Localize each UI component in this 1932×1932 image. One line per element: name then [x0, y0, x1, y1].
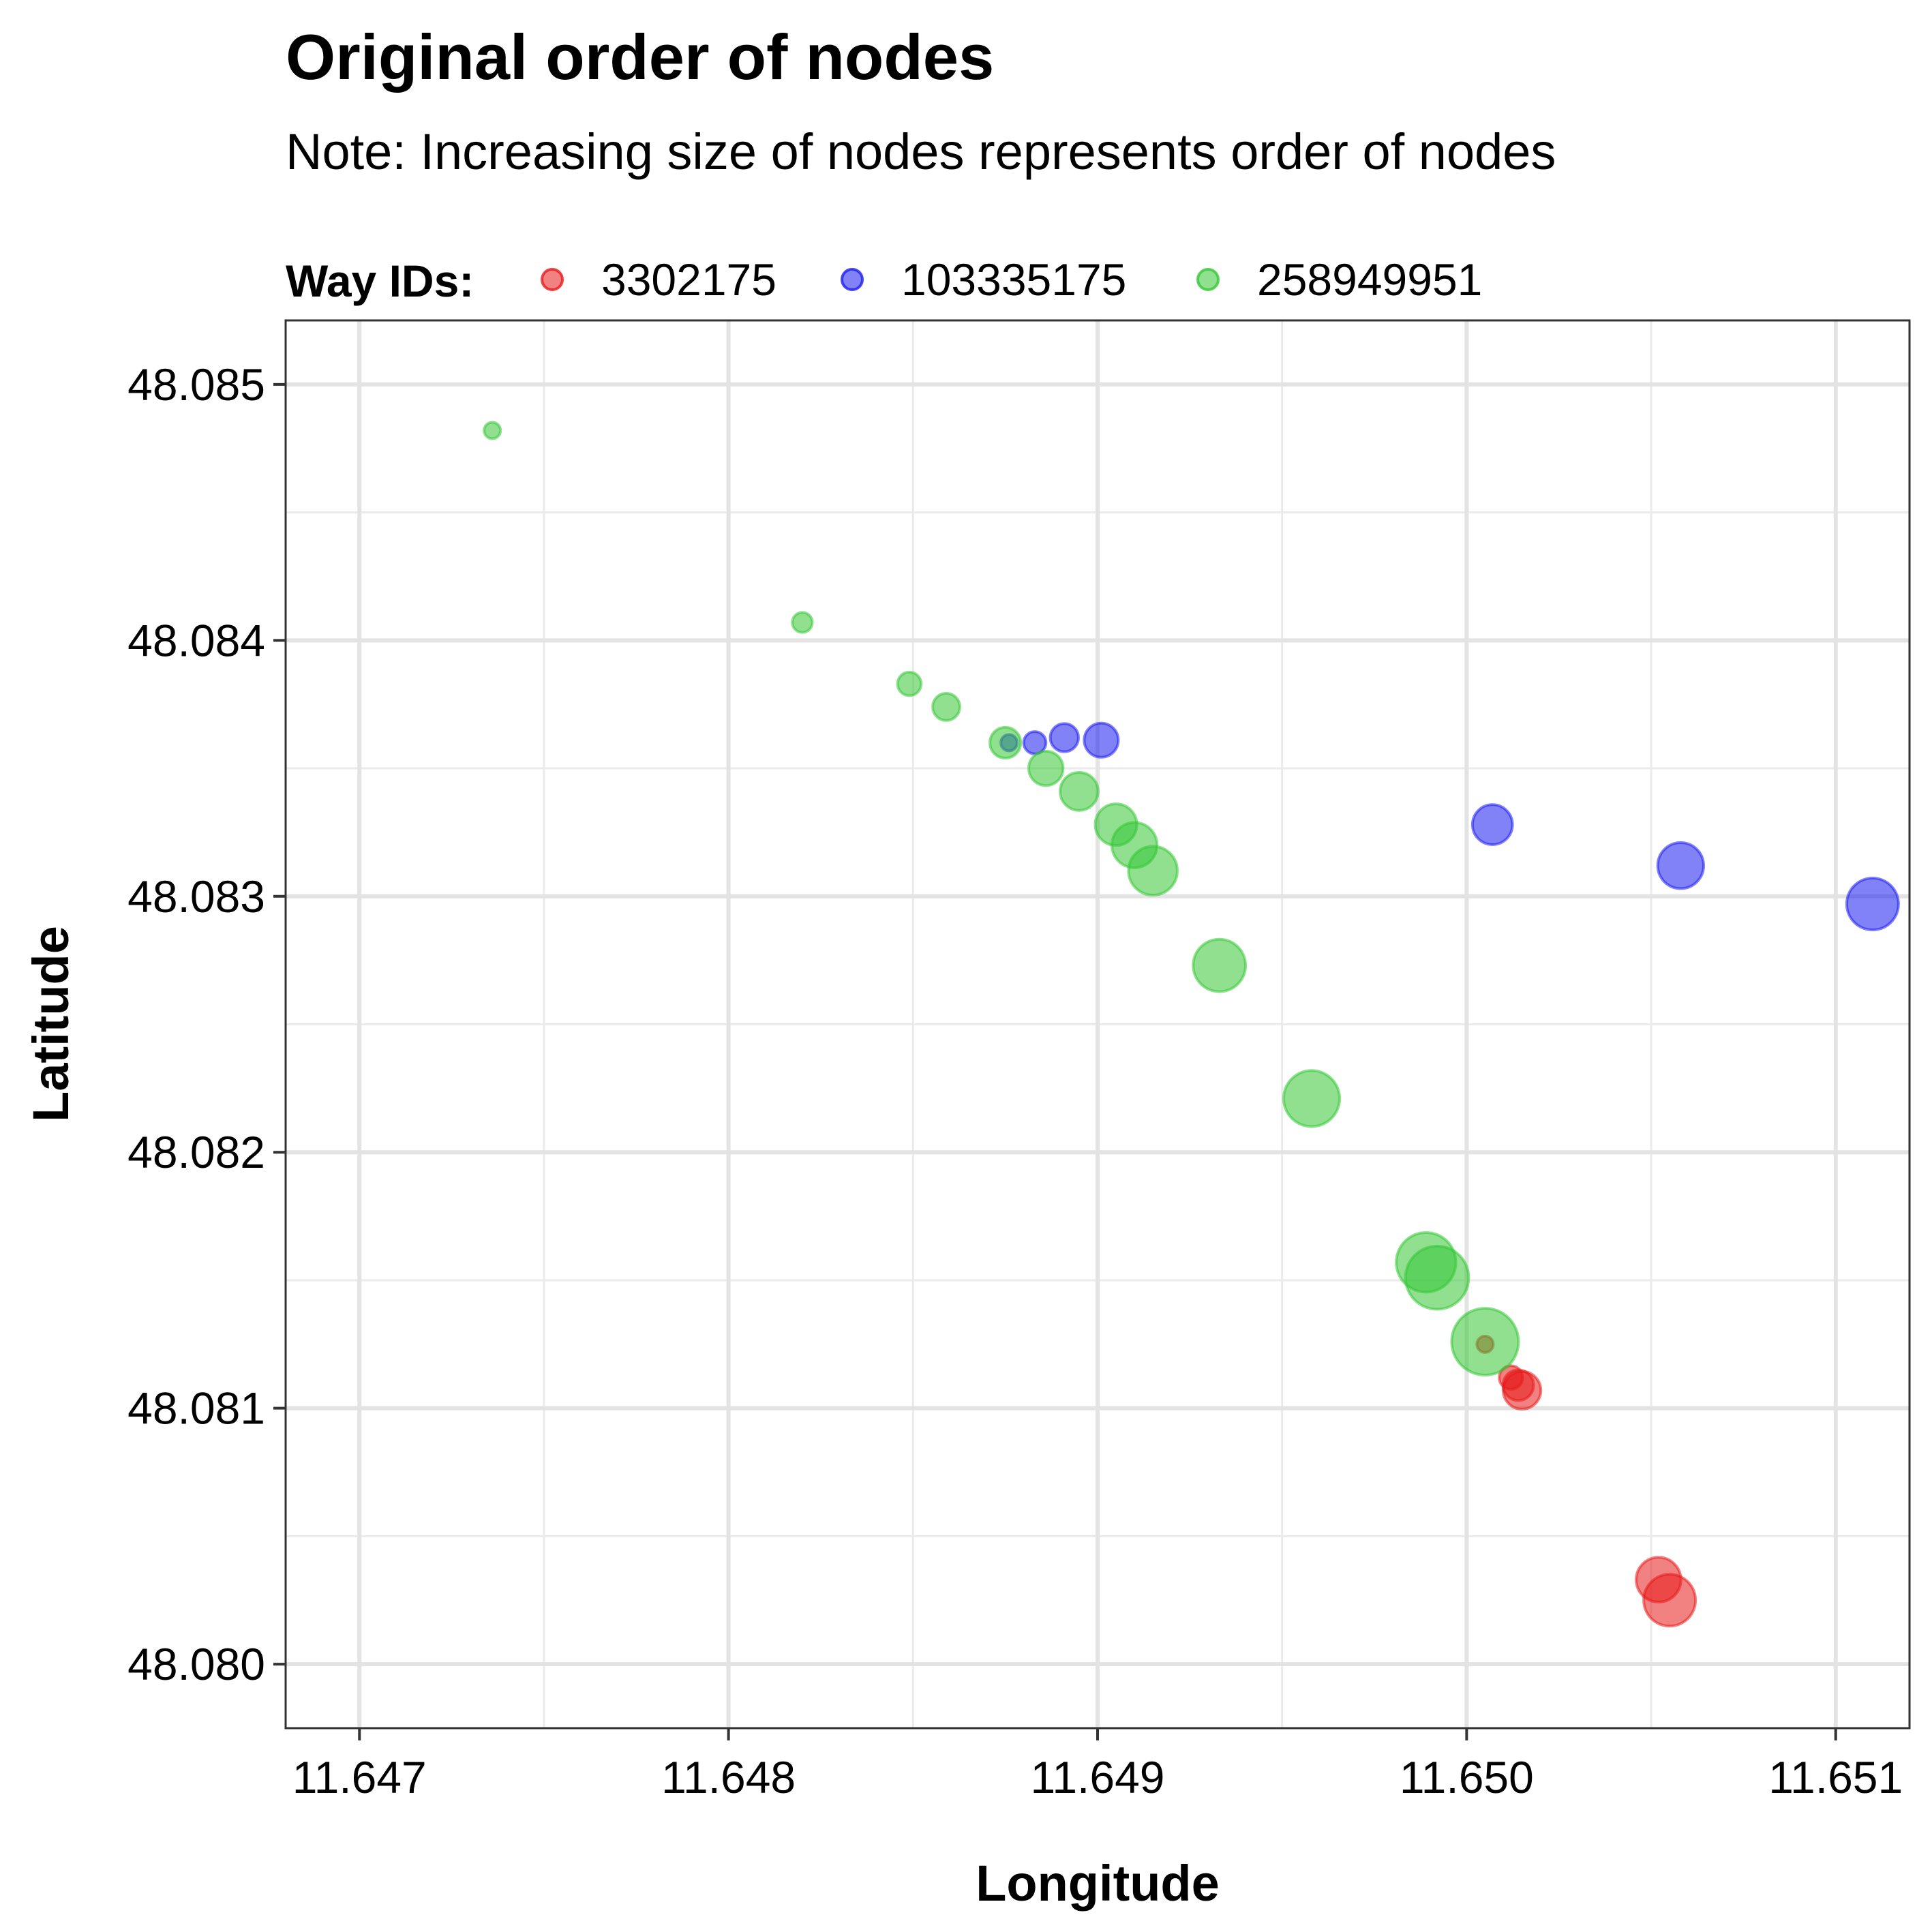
y-tick-label: 48.081	[127, 1383, 265, 1434]
series-258949951	[483, 421, 1520, 1377]
chart-title: Original order of nodes	[286, 21, 995, 93]
legend-label: 3302175	[601, 254, 776, 305]
y-tick-label: 48.082	[127, 1127, 265, 1177]
data-point	[988, 725, 1023, 760]
y-axis-title: Latitude	[22, 926, 79, 1122]
data-point	[1059, 770, 1100, 812]
legend: Way IDs: 3302175 103335175 258949951	[286, 254, 1482, 306]
data-point	[791, 611, 814, 634]
x-tick-label: 11.649	[1031, 1752, 1165, 1802]
data-point	[1027, 749, 1065, 787]
data-point	[1282, 1069, 1342, 1128]
y-tick-label: 48.083	[127, 871, 265, 922]
data-point	[1845, 877, 1900, 932]
data-points	[483, 421, 1900, 1628]
legend-label: 103335175	[901, 254, 1126, 305]
x-tick-label: 11.650	[1400, 1752, 1534, 1802]
legend-key	[541, 268, 564, 291]
legend-title: Way IDs:	[286, 256, 474, 306]
data-point	[896, 670, 923, 697]
data-point	[1048, 722, 1080, 753]
y-axis: 48.080 48.081 48.082 48.083 48.084 48.085	[127, 359, 286, 1689]
x-axis: 11.647 11.648 11.649 11.650 11.651	[292, 1728, 1903, 1802]
data-point	[1127, 845, 1179, 897]
x-axis-title: Longitude	[976, 1855, 1220, 1912]
y-tick-label: 48.080	[127, 1639, 265, 1689]
series-3302175	[1475, 1334, 1697, 1628]
data-point	[1642, 1573, 1697, 1628]
data-point	[1656, 841, 1706, 890]
data-point	[1450, 1307, 1520, 1377]
grid	[286, 320, 1910, 1728]
y-tick-label: 48.085	[127, 359, 265, 410]
x-tick-label: 11.651	[1768, 1752, 1903, 1802]
legend-key	[841, 268, 864, 291]
x-tick-label: 11.648	[661, 1752, 796, 1802]
data-point	[1470, 803, 1514, 846]
data-point	[1404, 1244, 1470, 1311]
chart-subtitle: Note: Increasing size of nodes represent…	[286, 123, 1556, 180]
data-point	[483, 421, 502, 440]
x-tick-label: 11.647	[292, 1752, 427, 1802]
data-point	[1501, 1370, 1543, 1411]
legend-label: 258949951	[1257, 254, 1482, 305]
legend-key	[1196, 268, 1220, 291]
data-point	[1192, 937, 1248, 993]
data-point	[1083, 721, 1120, 759]
y-tick-label: 48.084	[127, 615, 265, 665]
data-point	[931, 692, 961, 722]
